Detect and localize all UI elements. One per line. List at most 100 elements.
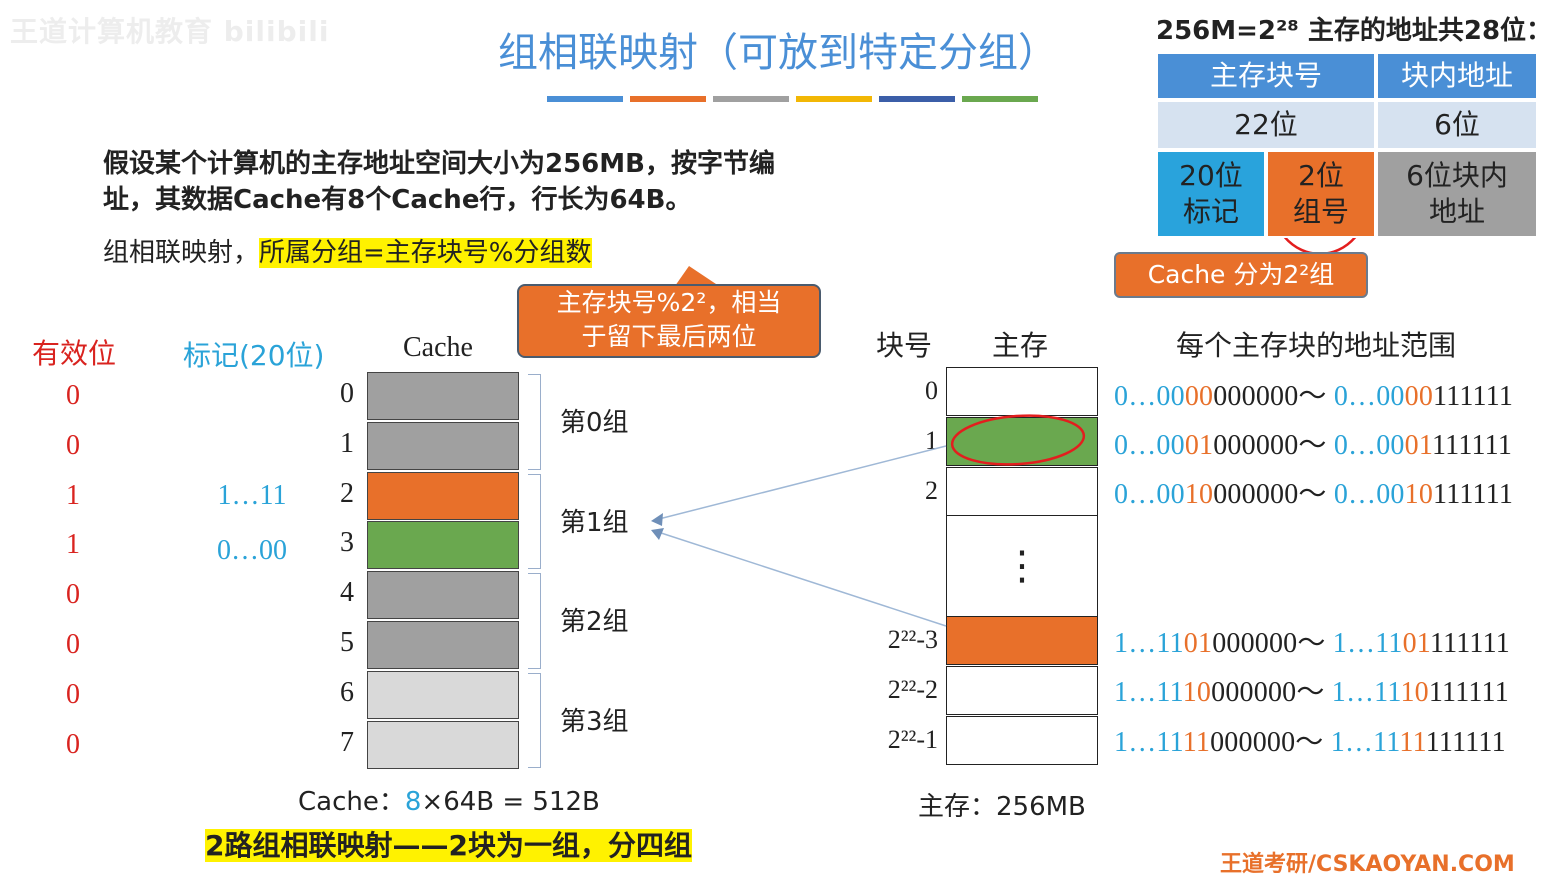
- valid-bit: 0: [66, 579, 80, 611]
- modulo-callout: 主存块号%2²，相当 于留下最后两位: [517, 284, 821, 358]
- address-part: 11: [1374, 677, 1401, 708]
- address-part: 11: [1399, 727, 1427, 758]
- main-memory-header: 主存: [992, 329, 1049, 362]
- cache-line-index: 2: [340, 477, 354, 509]
- address-part: 111111: [1430, 628, 1510, 659]
- arrow-block-to-group1: [654, 530, 947, 627]
- address-range: 1…1110000000～ 1…1110111111: [1114, 670, 1509, 710]
- memory-block-index: 2²²-1: [887, 725, 938, 754]
- address-part: 11: [1156, 677, 1184, 708]
- address-part: 11: [1156, 628, 1184, 659]
- cache-line: [367, 621, 519, 669]
- callout-line-2: 于留下最后两位: [581, 322, 757, 351]
- header-block-offset: 块内地址: [1376, 52, 1538, 100]
- address-part: 01: [1402, 628, 1431, 659]
- address-part: 111111: [1428, 677, 1509, 708]
- address-part: 111111: [1432, 430, 1513, 461]
- valid-bit: 0: [66, 380, 80, 411]
- address-part: 00: [1376, 479, 1405, 510]
- footer-brand: 王道考研/CSKAOYAN.COM: [1220, 852, 1515, 877]
- address-caption: 256M=2²⁸ 主存的地址共28位：: [1156, 16, 1553, 46]
- problem-line-1: 假设某个计算机的主存地址空间大小为256MB，按字节编: [103, 149, 775, 179]
- mapping-prefix: 组相联映射，: [103, 238, 260, 268]
- cache-line-index: 0: [340, 378, 354, 409]
- cache-line-index: 1: [340, 427, 354, 459]
- address-part: 00: [1156, 381, 1185, 412]
- group-label: 第1组: [560, 507, 629, 538]
- address-range: 1…1111000000～ 1…1111111111: [1114, 720, 1506, 760]
- cache-line: [367, 372, 519, 420]
- group-count-note: Cache 分为2²组: [1114, 252, 1368, 298]
- cache-line-index: 6: [340, 676, 354, 708]
- title-bar-segment: [547, 96, 623, 102]
- slide-title: 组相联映射（可放到特定分组）: [498, 30, 1058, 76]
- address-range: 1…1101000000～ 1…1101111111: [1114, 621, 1510, 661]
- memory-block-index: 0: [925, 376, 938, 405]
- group-brace: [528, 374, 541, 470]
- address-range: 0…0001000000～ 0…0001111111: [1114, 423, 1512, 463]
- offset-field-bits: 6位块内: [1406, 159, 1508, 192]
- cache-line: [367, 471, 519, 520]
- address-part: 0…: [1114, 479, 1157, 510]
- address-part: 11: [1156, 727, 1184, 758]
- valid-bit: 0: [66, 429, 80, 461]
- address-part: 10: [1184, 479, 1214, 510]
- memory-block-index: 2²²-2: [887, 675, 938, 704]
- address-part: 11: [1183, 727, 1211, 758]
- arrow-head-2: [651, 528, 664, 540]
- offset-field: 6位块内 地址: [1376, 150, 1538, 238]
- cache-line: [367, 421, 519, 470]
- address-part: 1…: [1330, 727, 1374, 758]
- address-part: 000000～: [1212, 628, 1333, 659]
- address-part: 000000～: [1211, 677, 1332, 708]
- title-bar-segment: [879, 96, 955, 102]
- address-part: 0…: [1114, 381, 1157, 412]
- cache-line: [367, 571, 519, 620]
- group-brace: [528, 473, 541, 570]
- offset-field-label: 地址: [1428, 195, 1485, 228]
- address-part: 00: [1184, 381, 1214, 412]
- group-field-label: 组号: [1292, 195, 1349, 228]
- address-part: 000000～: [1213, 430, 1334, 461]
- address-part: 10: [1401, 677, 1429, 708]
- memory-block-index: 2: [925, 476, 938, 505]
- address-part: 01: [1184, 430, 1214, 461]
- cache-line-index: 4: [340, 577, 354, 609]
- valid-bit: 1: [66, 529, 80, 561]
- address-part: 00: [1156, 430, 1185, 461]
- address-range: 0…0010000000～ 0…0010111111: [1114, 472, 1513, 512]
- address-part: 0…: [1333, 430, 1377, 461]
- arrow-head-1: [651, 513, 663, 526]
- cache-size-rest: ×64B = 512B: [421, 787, 600, 817]
- address-part: 1…: [1114, 677, 1157, 708]
- memory-block: [946, 666, 1098, 715]
- mapping-formula: 所属分组=主存块号%分组数: [259, 238, 592, 268]
- callout-line-1: 主存块号%2²，相当: [556, 288, 782, 317]
- valid-bit-header: 有效位: [32, 337, 117, 370]
- address-part: 000000～: [1213, 479, 1334, 510]
- group-brace: [528, 573, 541, 669]
- address-part: 1…: [1331, 677, 1375, 708]
- problem-line-2: 址，其数据Cache有8个Cache行，行长为64B。: [103, 185, 692, 215]
- address-part: 0…: [1333, 479, 1377, 510]
- address-part: 111111: [1433, 479, 1514, 510]
- cache-size: Cache：8×64B = 512B: [298, 781, 600, 818]
- bits-block-offset: 6位: [1376, 100, 1538, 150]
- address-part: 000000～: [1213, 381, 1334, 412]
- cache-size-label: Cache：: [298, 787, 405, 817]
- bits-block-number: 22位: [1156, 100, 1376, 150]
- address-part: 10: [1404, 479, 1434, 510]
- address-part: 11: [1373, 727, 1400, 758]
- address-part: 1…: [1114, 727, 1157, 758]
- address-part: 111111: [1433, 381, 1514, 412]
- tag-field: 20位 标记: [1156, 150, 1266, 238]
- address-format-table: 主存块号 块内地址 22位 6位 20位 标记 2位 组号 6位块内 地址: [1156, 52, 1538, 238]
- address-part: 0…: [1333, 381, 1377, 412]
- cache-size-count: 8: [404, 787, 422, 817]
- address-part: 1…: [1332, 628, 1376, 659]
- address-part: 000000～: [1210, 727, 1331, 758]
- tag-value: 1…11: [217, 479, 287, 511]
- cache-header: Cache: [403, 332, 473, 363]
- mapping-rule: 组相联映射，所属分组=主存块号%分组数: [103, 236, 592, 270]
- memory-block: [946, 716, 1098, 765]
